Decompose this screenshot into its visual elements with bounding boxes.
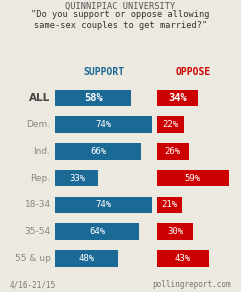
Text: 58%: 58% bbox=[84, 93, 103, 103]
Bar bbox=[55, 143, 141, 160]
Text: OPPOSE: OPPOSE bbox=[175, 67, 210, 77]
Text: QUINNIPIAC UNIVERSITY: QUINNIPIAC UNIVERSITY bbox=[65, 1, 176, 11]
Bar bbox=[55, 250, 118, 267]
Bar bbox=[55, 116, 152, 133]
Text: 74%: 74% bbox=[96, 200, 112, 209]
Text: SUPPORT: SUPPORT bbox=[83, 67, 124, 77]
Text: Rep.: Rep. bbox=[30, 174, 51, 182]
Bar bbox=[157, 250, 209, 267]
Bar bbox=[55, 170, 98, 186]
Text: 55 & up: 55 & up bbox=[15, 254, 51, 263]
Bar bbox=[157, 143, 188, 160]
Text: "Do you support or oppose allowing
same-sex couples to get married?": "Do you support or oppose allowing same-… bbox=[31, 10, 210, 29]
Text: pollingreport.com: pollingreport.com bbox=[153, 280, 231, 289]
Text: 30%: 30% bbox=[167, 227, 183, 236]
Text: 64%: 64% bbox=[89, 227, 105, 236]
Text: 33%: 33% bbox=[69, 174, 85, 182]
Text: 4/16-21/15: 4/16-21/15 bbox=[10, 280, 56, 289]
Bar bbox=[55, 197, 152, 213]
Text: 66%: 66% bbox=[90, 147, 107, 156]
Text: 18-34: 18-34 bbox=[25, 200, 51, 209]
Bar bbox=[157, 116, 184, 133]
Text: 43%: 43% bbox=[175, 254, 191, 263]
Text: Ind.: Ind. bbox=[33, 147, 51, 156]
Bar bbox=[157, 170, 229, 186]
Text: Dem.: Dem. bbox=[27, 120, 51, 129]
Text: 35-54: 35-54 bbox=[25, 227, 51, 236]
Text: 48%: 48% bbox=[79, 254, 95, 263]
Bar bbox=[157, 223, 194, 240]
Text: 26%: 26% bbox=[165, 147, 181, 156]
Text: ALL: ALL bbox=[29, 93, 51, 103]
Bar bbox=[157, 90, 198, 106]
Text: 21%: 21% bbox=[161, 200, 178, 209]
Text: 59%: 59% bbox=[185, 174, 201, 182]
Text: 74%: 74% bbox=[96, 120, 112, 129]
Bar bbox=[55, 90, 131, 106]
Bar bbox=[157, 197, 182, 213]
Text: 22%: 22% bbox=[162, 120, 178, 129]
Text: 34%: 34% bbox=[168, 93, 187, 103]
Bar bbox=[55, 223, 139, 240]
